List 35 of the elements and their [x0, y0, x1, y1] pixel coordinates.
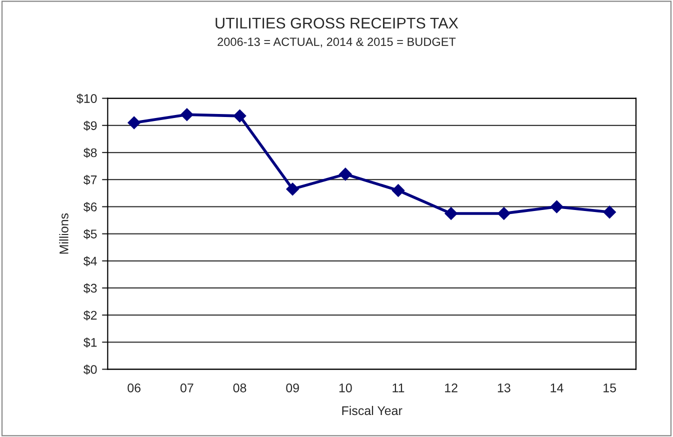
x-axis-title: Fiscal Year	[342, 406, 402, 416]
point	[180, 108, 194, 121]
x-tick-label: 06	[128, 383, 140, 392]
x-tick-label: 08	[233, 383, 246, 392]
point	[339, 168, 352, 181]
point	[603, 206, 616, 219]
y-axis-title: Millions	[59, 213, 68, 254]
y-tick-label: $1	[83, 337, 97, 348]
x-tick-label: 14	[550, 384, 564, 392]
x-tick-label: 11	[392, 384, 404, 392]
point	[286, 182, 299, 196]
y-tick-label: $8	[83, 148, 97, 158]
y-tick-label: $7	[83, 174, 97, 186]
y-tick-label: $4	[83, 256, 97, 266]
point	[550, 200, 564, 214]
point	[392, 184, 405, 197]
y-tick-label: $5	[83, 229, 97, 240]
x-tick-label: 13	[498, 383, 510, 392]
x-tick-label: 09	[286, 383, 299, 392]
x-tick-label: 10	[339, 383, 352, 392]
point	[444, 207, 458, 220]
x-tick-label: 07	[180, 383, 194, 392]
y-tick-label: $6	[83, 202, 97, 212]
chart-title: UTILITIES GROSS RECEIPTS TAX	[216, 18, 458, 29]
y-tick-label: $2	[83, 310, 97, 320]
chart-subtitle: 2006-13 = ACTUAL, 2014 & 2015 = BUDGET	[218, 38, 456, 48]
y-tick-label: $9	[83, 120, 97, 131]
x-tick-label: 12	[445, 383, 458, 392]
x-tick-label: 15	[604, 384, 616, 392]
point	[233, 110, 246, 122]
point	[128, 116, 141, 130]
y-tick-label: $3	[83, 283, 97, 294]
point	[497, 207, 510, 220]
y-tick-label: $0	[83, 364, 97, 375]
y-tick-label: $10	[76, 94, 97, 104]
